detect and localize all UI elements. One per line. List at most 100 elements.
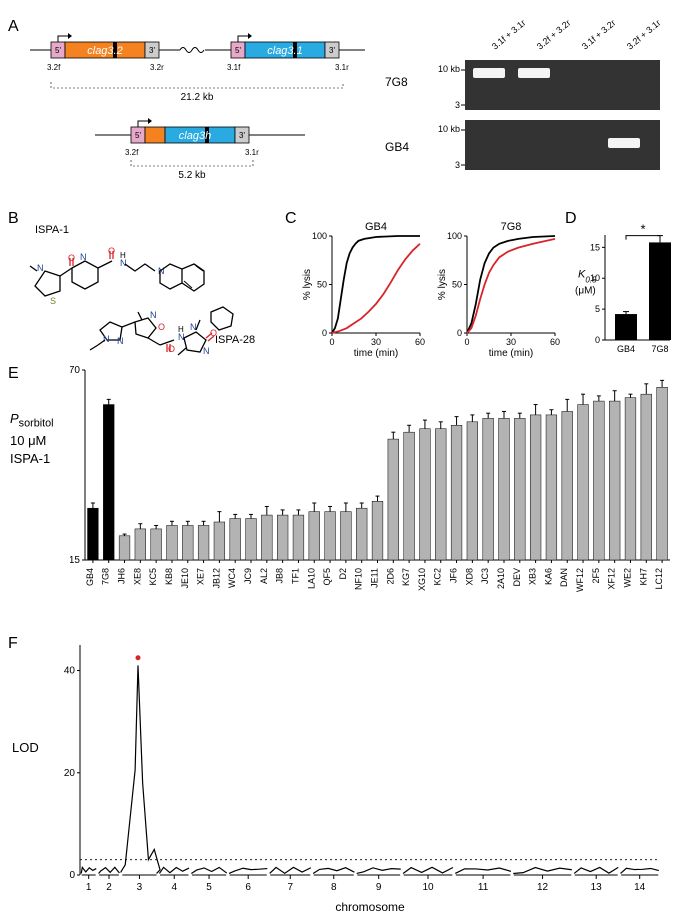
svg-text:3: 3 — [455, 160, 460, 170]
svg-text:H: H — [120, 251, 126, 260]
svg-text:50: 50 — [317, 280, 327, 290]
svg-text:KA6: KA6 — [543, 568, 553, 585]
gel-row-gb4: GB4 — [385, 140, 409, 154]
svg-text:0: 0 — [464, 337, 469, 347]
svg-text:QF5: QF5 — [322, 568, 332, 586]
svg-text:1: 1 — [86, 882, 92, 893]
svg-text:O: O — [68, 253, 75, 263]
svg-text:GB4: GB4 — [85, 568, 95, 586]
panel-label-c: C — [285, 210, 297, 228]
svg-text:clag3.2: clag3.2 — [87, 45, 122, 57]
svg-text:JC3: JC3 — [480, 568, 490, 584]
panel-label-e: E — [8, 365, 19, 383]
svg-text:% lysis: % lysis — [437, 269, 448, 300]
svg-text:50: 50 — [452, 280, 462, 290]
svg-text:H: H — [178, 325, 184, 334]
svg-text:K0.5: K0.5 — [578, 269, 597, 285]
svg-text:7G8: 7G8 — [651, 344, 668, 354]
svg-text:2: 2 — [106, 882, 112, 893]
svg-text:3': 3' — [149, 46, 155, 55]
svg-text:100: 100 — [312, 231, 327, 241]
svg-text:N: N — [150, 310, 157, 320]
svg-text:3.2r: 3.2r — [150, 63, 164, 72]
svg-text:KH7: KH7 — [638, 568, 648, 586]
svg-text:XF12: XF12 — [607, 568, 617, 590]
svg-text:N: N — [117, 336, 124, 346]
svg-text:JE10: JE10 — [180, 568, 190, 589]
svg-text:AL2: AL2 — [259, 568, 269, 584]
svg-text:3.1f + 3.2r: 3.1f + 3.2r — [580, 18, 618, 52]
panel-a-gel: 3.1f + 3.1r3.2f + 3.2r3.1f + 3.2r3.2f + … — [415, 10, 675, 180]
svg-text:LA10: LA10 — [306, 568, 316, 589]
svg-text:S: S — [50, 296, 56, 306]
svg-text:12: 12 — [537, 882, 549, 893]
svg-text:JC9: JC9 — [243, 568, 253, 584]
svg-text:(μM): (μM) — [575, 286, 596, 297]
svg-text:7G8: 7G8 — [101, 568, 111, 585]
svg-text:JB12: JB12 — [211, 568, 221, 589]
svg-text:ISPA-28: ISPA-28 — [215, 334, 255, 346]
svg-text:0: 0 — [457, 328, 462, 338]
svg-text:JH6: JH6 — [117, 568, 127, 584]
svg-text:N: N — [37, 263, 44, 273]
svg-text:2D6: 2D6 — [385, 568, 395, 585]
svg-text:N: N — [190, 322, 197, 332]
panel-e-ylabel: Psorbitol 10 μM ISPA-1 — [10, 410, 54, 468]
svg-text:3: 3 — [137, 882, 143, 893]
svg-text:0: 0 — [329, 337, 334, 347]
svg-text:10 kb: 10 kb — [438, 64, 460, 74]
svg-text:GB4: GB4 — [617, 344, 635, 354]
panel-b-structures: ISPA-1SNONONHNISPA-28NNNOONHNNO — [20, 218, 280, 358]
svg-text:D2: D2 — [338, 568, 348, 580]
svg-text:DEV: DEV — [512, 568, 522, 587]
svg-text:O: O — [158, 322, 165, 332]
svg-text:JF6: JF6 — [449, 568, 459, 583]
svg-text:N: N — [158, 266, 165, 276]
svg-text:NF10: NF10 — [354, 568, 364, 590]
svg-text:JB8: JB8 — [275, 568, 285, 584]
svg-text:O: O — [168, 344, 175, 354]
panel-e-bars: 0.150.70GB47G8JH6XE8KC5KB8JE10XE7JB12WC4… — [70, 365, 675, 625]
svg-text:3.2f + 3.2r: 3.2f + 3.2r — [535, 18, 573, 52]
svg-text:N: N — [103, 334, 110, 344]
svg-text:GB4: GB4 — [365, 221, 387, 233]
svg-text:14: 14 — [634, 882, 646, 893]
gel-row-7g8: 7G8 — [385, 75, 408, 89]
svg-text:30: 30 — [506, 337, 516, 347]
svg-text:KC2: KC2 — [433, 568, 443, 586]
svg-text:XD8: XD8 — [464, 568, 474, 586]
svg-text:clag3h: clag3h — [179, 130, 211, 142]
svg-text:KC5: KC5 — [148, 568, 158, 586]
svg-text:clag3.1: clag3.1 — [267, 45, 302, 57]
svg-text:9: 9 — [376, 882, 382, 893]
svg-text:LC12: LC12 — [654, 568, 664, 590]
svg-text:5': 5' — [55, 46, 61, 55]
svg-text:8: 8 — [331, 882, 337, 893]
svg-text:TF1: TF1 — [290, 568, 300, 584]
panel-label-b: B — [8, 210, 19, 228]
panel-f-lod: 020401234567891011121314chromosome — [55, 635, 670, 915]
svg-text:4: 4 — [171, 882, 177, 893]
svg-text:7: 7 — [287, 882, 293, 893]
svg-text:3.1r: 3.1r — [335, 63, 349, 72]
svg-text:10 kb: 10 kb — [438, 124, 460, 134]
svg-text:WF12: WF12 — [575, 568, 585, 592]
svg-text:0.70: 0.70 — [70, 365, 80, 376]
svg-text:30: 30 — [371, 337, 381, 347]
svg-text:5: 5 — [595, 304, 600, 314]
panel-label-f: F — [8, 635, 18, 653]
svg-text:2F5: 2F5 — [591, 568, 601, 584]
svg-text:time (min): time (min) — [489, 348, 533, 358]
panel-c-gb4: GB405010003060time (min)% lysis — [300, 218, 430, 358]
svg-text:DAN: DAN — [559, 568, 569, 587]
svg-text:WE2: WE2 — [622, 568, 632, 588]
svg-text:0: 0 — [69, 870, 75, 881]
svg-text:XB3: XB3 — [528, 568, 538, 585]
svg-text:5: 5 — [206, 882, 212, 893]
svg-text:20: 20 — [64, 768, 76, 779]
svg-text:N: N — [203, 346, 210, 356]
svg-text:5': 5' — [235, 46, 241, 55]
svg-text:5.2 kb: 5.2 kb — [178, 170, 206, 181]
svg-text:3.1r: 3.1r — [245, 148, 259, 157]
svg-text:10: 10 — [422, 882, 434, 893]
